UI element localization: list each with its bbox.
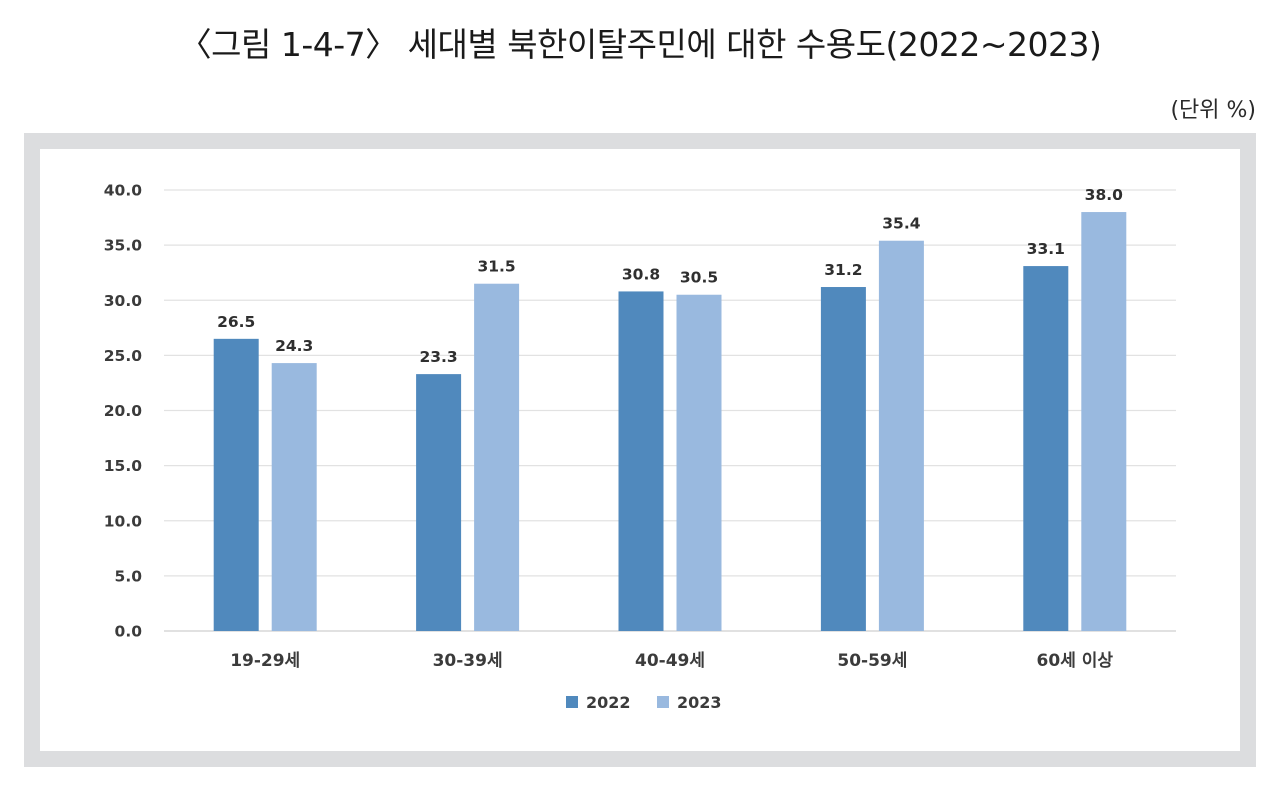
data-label: 31.2 <box>824 261 862 279</box>
y-tick-label: 10.0 <box>104 512 142 530</box>
data-label: 38.0 <box>1085 186 1123 204</box>
y-tick-label: 0.0 <box>115 623 143 641</box>
legend: 2022 2023 <box>566 693 722 712</box>
y-tick-label: 20.0 <box>104 402 142 420</box>
y-axis: 0.0 5.0 10.0 15.0 20.0 25.0 30.0 35.0 40.0 <box>104 182 142 641</box>
data-labels: 26.5 24.3 23.3 31.5 30.8 30.5 31.2 35.4 33.1 38.0 <box>217 186 1123 366</box>
bar-2023-3 <box>878 240 924 631</box>
bar-2022-3 <box>820 287 866 631</box>
y-tick-label: 30.0 <box>104 292 142 310</box>
y-tick-label: 35.0 <box>104 237 142 255</box>
legend-label-2022: 2022 <box>586 693 631 712</box>
bar-2023-1 <box>474 283 520 631</box>
bar-2023-2 <box>676 294 722 631</box>
y-tick-label: 40.0 <box>104 182 142 200</box>
data-label: 24.3 <box>275 337 313 355</box>
bar-2022-0 <box>213 338 259 631</box>
bar-chart: 0.05.010.015.020.025.030.035.040.0 26.52… <box>104 182 1176 712</box>
x-tick-label: 60세 이상 <box>1037 651 1114 671</box>
bars <box>213 212 1127 632</box>
bar-2023-0 <box>271 363 317 631</box>
data-label: 23.3 <box>419 348 457 366</box>
data-label: 30.5 <box>680 269 718 287</box>
data-label: 31.5 <box>477 258 515 276</box>
x-tick-label: 30-39세 <box>433 651 503 671</box>
bar-2022-1 <box>416 374 462 631</box>
data-label: 30.8 <box>622 265 660 283</box>
x-axis: 19-29세 30-39세 40-49세 50-59세 60세 이상 <box>230 651 1113 671</box>
chart-frame: 0.0 5.0 10.0 15.0 20.0 25.0 30.0 35.0 40.0 26.5 2… <box>24 133 1256 767</box>
bar-2023-4 <box>1081 212 1127 632</box>
x-tick-label: 50-59세 <box>837 651 907 671</box>
legend-label-2023: 2023 <box>677 693 722 712</box>
bar-2022-4 <box>1023 266 1069 631</box>
legend-swatch-2023 <box>657 696 669 708</box>
figure-title: 〈그림 1-4-7〉 세대별 북한이탈주민에 대한 수용도(2022~2023) <box>178 25 1102 64</box>
bar-2022-2 <box>618 291 664 631</box>
data-label: 35.4 <box>882 215 920 233</box>
x-tick-label: 19-29세 <box>230 651 300 671</box>
legend-swatch-2022 <box>566 696 578 708</box>
chart-panel: 0.0 5.0 10.0 15.0 20.0 25.0 30.0 35.0 40.0 26.5 2… <box>40 149 1240 751</box>
gridlines <box>164 189 1176 632</box>
y-tick-label: 15.0 <box>104 457 142 475</box>
x-tick-label: 40-49세 <box>635 651 705 671</box>
y-tick-label: 5.0 <box>115 567 143 585</box>
unit-label: (단위 %) <box>1170 98 1256 123</box>
data-label: 26.5 <box>217 313 255 331</box>
data-label: 33.1 <box>1027 240 1065 258</box>
y-tick-label: 25.0 <box>104 347 142 365</box>
